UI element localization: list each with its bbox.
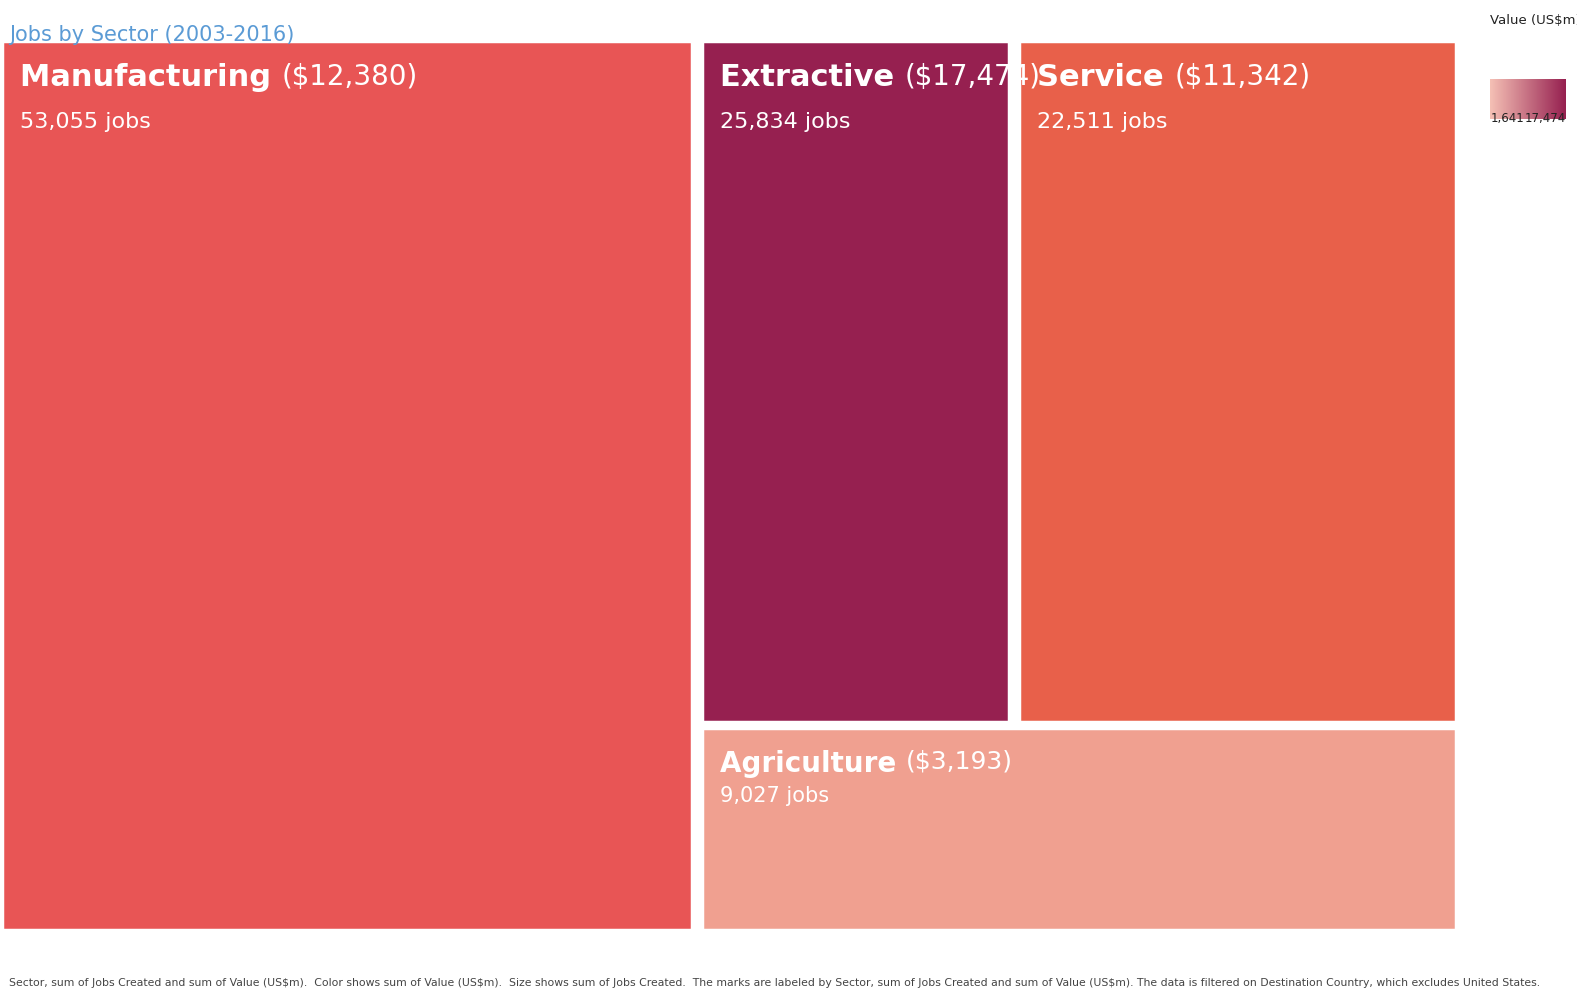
Text: 17,474: 17,474 xyxy=(1525,112,1566,124)
Text: 25,834 jobs: 25,834 jobs xyxy=(719,113,850,132)
Bar xyxy=(1019,41,1457,722)
Text: ($3,193): ($3,193) xyxy=(905,750,1012,774)
Text: ($11,342): ($11,342) xyxy=(1175,64,1310,92)
Text: 1,641: 1,641 xyxy=(1490,112,1523,124)
Text: Service: Service xyxy=(1038,64,1175,93)
Text: Agriculture: Agriculture xyxy=(719,750,905,778)
Bar xyxy=(2,41,692,930)
Text: Sector, sum of Jobs Created and sum of Value (US$m).  Color shows sum of Value (: Sector, sum of Jobs Created and sum of V… xyxy=(9,978,1541,988)
Text: Manufacturing: Manufacturing xyxy=(21,64,282,93)
Text: 53,055 jobs: 53,055 jobs xyxy=(21,113,151,132)
Text: Jobs by Sector (2003-2016): Jobs by Sector (2003-2016) xyxy=(9,25,295,45)
Bar xyxy=(702,41,1009,722)
Text: ($17,474): ($17,474) xyxy=(905,64,1041,92)
Text: 9,027 jobs: 9,027 jobs xyxy=(719,786,830,806)
Text: 22,511 jobs: 22,511 jobs xyxy=(1038,113,1167,132)
Text: ($12,380): ($12,380) xyxy=(282,64,418,92)
Text: Value (US$m): Value (US$m) xyxy=(1490,14,1577,27)
Text: Extractive: Extractive xyxy=(719,64,905,93)
Bar xyxy=(702,727,1457,930)
